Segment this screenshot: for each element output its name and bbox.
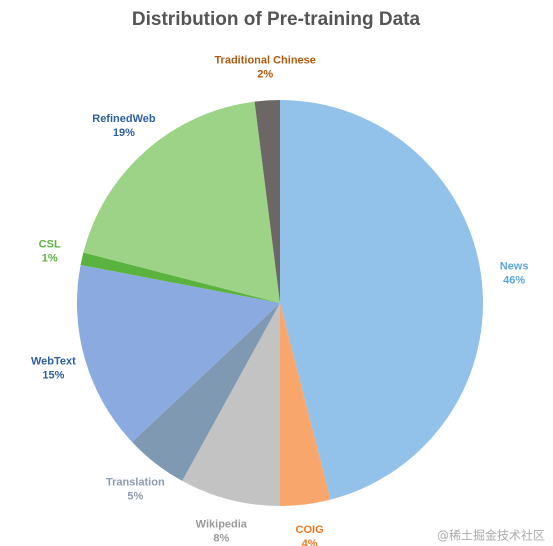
slice-label: Traditional Chinese	[214, 54, 315, 66]
slice-label: RefinedWeb	[92, 113, 156, 125]
pie-slice	[83, 101, 280, 304]
slice-label: Wikipedia	[196, 518, 248, 530]
pie-slice	[77, 264, 281, 442]
slice-value-label: 4%	[302, 538, 318, 546]
slice-value-label: 8%	[213, 532, 229, 544]
slice-value-label: 2%	[257, 68, 273, 80]
slice-value-label: 1%	[42, 252, 58, 264]
slice-label: WebText	[31, 356, 76, 368]
slice-label: CSL	[39, 238, 61, 250]
pie-slice	[254, 100, 280, 303]
slice-label: COIG	[296, 524, 324, 536]
pie-slice	[280, 100, 484, 500]
watermark: @稀土掘金技术社区	[437, 528, 545, 543]
slice-label: News	[500, 260, 529, 272]
chart-title: Distribution of Pre-training Data	[132, 9, 421, 30]
slice-value-label: 15%	[42, 370, 64, 382]
slice-value-label: 19%	[113, 127, 135, 139]
pie-slice	[280, 303, 331, 506]
pie-slice	[132, 303, 280, 481]
pie-slice	[182, 303, 280, 506]
slice-value-label: 46%	[503, 274, 525, 286]
pie-slice	[80, 252, 280, 303]
slice-value-label: 5%	[127, 490, 143, 502]
slice-label: Translation	[106, 476, 165, 488]
